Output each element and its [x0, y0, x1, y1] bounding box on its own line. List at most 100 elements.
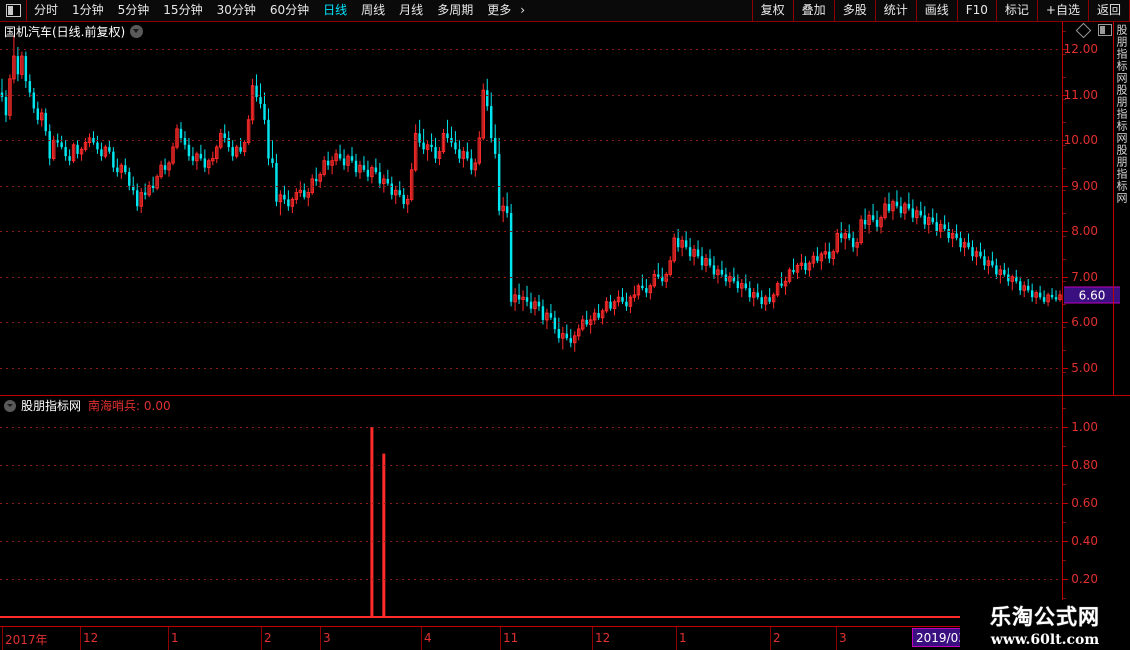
- axis-tick: [1063, 140, 1068, 142]
- candlestick-series: [0, 35, 1062, 352]
- indicator-gridline: [0, 465, 1062, 466]
- gridline: [0, 185, 1062, 187]
- indicator-formula-label: 南海哨兵: 0.00: [88, 399, 171, 413]
- window-restore-icon[interactable]: [6, 4, 21, 17]
- axis-minor-tick: [1063, 372, 1066, 374]
- indicator-series: [0, 427, 1062, 618]
- period-button-9[interactable]: 多周期: [437, 3, 474, 17]
- diamond-icon[interactable]: [1075, 22, 1092, 38]
- indicator-axis-tick: [1063, 579, 1068, 580]
- action-button-6[interactable]: 标记: [995, 0, 1037, 21]
- action-button-0[interactable]: 复权: [751, 0, 793, 21]
- axis-minor-tick: [1063, 167, 1066, 169]
- date-separator: [676, 627, 677, 650]
- price-chart-pane: 国机汽车(日线.前复权) 12.00 11.00 10.00 9.00 8.00 7.00…: [0, 22, 1130, 396]
- axis-minor-tick: [1063, 258, 1066, 260]
- indicator-plot-area[interactable]: [0, 396, 1062, 625]
- action-button-5[interactable]: F10: [956, 0, 996, 21]
- date-separator: [168, 627, 169, 650]
- indicator-axis-label: 0.40: [1071, 534, 1098, 548]
- price-axis-label: 9.00: [1071, 178, 1098, 193]
- date-separator: [320, 627, 321, 650]
- date-axis-label: 2: [773, 631, 781, 645]
- axis-tick: [1063, 322, 1068, 324]
- chevron-down-circle-icon[interactable]: [130, 24, 144, 38]
- date-separator: [80, 627, 81, 650]
- period-button-6[interactable]: 日线: [323, 3, 348, 17]
- axis-minor-tick: [1063, 349, 1066, 351]
- date-separator: [261, 627, 262, 650]
- watermark-title: 乐淘公式网: [990, 605, 1100, 629]
- period-button-4[interactable]: 30分钟: [216, 3, 256, 17]
- price-axis-label: 5.00: [1071, 360, 1098, 375]
- period-button-0[interactable]: 分时: [34, 3, 59, 17]
- period-button-7[interactable]: 周线: [361, 3, 386, 17]
- action-button-7[interactable]: +自选: [1036, 0, 1088, 21]
- indicator-axis-label: 0.80: [1071, 458, 1098, 472]
- indicator-axis-minor-tick: [1063, 446, 1066, 447]
- action-button-2[interactable]: 多股: [833, 0, 875, 21]
- indicator-axis-minor-tick: [1063, 484, 1066, 485]
- indicator-gridline: [0, 541, 1062, 542]
- period-button-5[interactable]: 60分钟: [269, 3, 310, 17]
- price-axis-label: 12.00: [1063, 42, 1098, 57]
- date-separator: [2, 627, 3, 650]
- date-separator: [500, 627, 501, 650]
- action-button-3[interactable]: 统计: [874, 0, 916, 21]
- indicator-axis-tick: [1063, 541, 1068, 542]
- axis-minor-tick: [1063, 76, 1066, 78]
- axis-minor-tick: [1063, 122, 1066, 124]
- price-axis-label: 6.00: [1071, 315, 1098, 330]
- indicator-axis-label: 0.60: [1071, 496, 1098, 510]
- price-plot-area[interactable]: [0, 22, 1062, 395]
- period-button-3[interactable]: 15分钟: [163, 3, 203, 17]
- axis-minor-tick: [1063, 326, 1066, 328]
- indicator-axis-minor-tick: [1063, 598, 1066, 599]
- gridline: [0, 140, 1062, 142]
- price-pane-header: 国机汽车(日线.前复权): [0, 22, 144, 40]
- axis-minor-tick: [1063, 31, 1066, 33]
- axis-minor-tick: [1063, 144, 1066, 146]
- axis-tick: [1063, 49, 1068, 51]
- indicator-pane: 股朋指标网 南海哨兵: 0.00 1.00 0.80 0.60 0.40 0.20: [0, 395, 1130, 626]
- price-axis-label: 7.00: [1071, 269, 1098, 284]
- indicator-gridline: [0, 503, 1062, 504]
- date-axis-label: 11: [503, 631, 519, 645]
- axis-minor-tick: [1063, 281, 1066, 283]
- date-axis[interactable]: 2017年 12 1 2 3 4 11 12 1 2 3 2019/03/28/: [0, 626, 1130, 650]
- axis-minor-tick: [1063, 235, 1066, 237]
- action-button-4[interactable]: 画线: [915, 0, 957, 21]
- gridline: [0, 276, 1062, 278]
- indicator-axis-minor-tick: [1063, 560, 1066, 561]
- date-separator: [770, 627, 771, 650]
- axis-tick: [1063, 276, 1068, 278]
- watermark-url: www.60lt.com: [990, 632, 1100, 648]
- chevron-down-circle-icon[interactable]: [4, 399, 16, 412]
- indicator-axis-tick: [1063, 465, 1068, 466]
- period-button-1[interactable]: 1分钟: [72, 3, 104, 17]
- more-arrow-icon[interactable]: ›: [520, 3, 526, 17]
- indicator-axis[interactable]: 1.00 0.80 0.60 0.40 0.20: [1062, 396, 1130, 625]
- date-separator: [421, 627, 422, 650]
- axis-tick: [1063, 185, 1068, 187]
- date-separator: [836, 627, 837, 650]
- indicator-axis-tick: [1063, 427, 1068, 428]
- price-axis-label: 10.00: [1063, 133, 1098, 148]
- panel-layout-icon[interactable]: [1098, 24, 1112, 36]
- axis-minor-tick: [1063, 213, 1066, 215]
- date-axis-label: 4: [424, 631, 432, 645]
- top-toolbar: 分时 1分钟 5分钟 15分钟 30分钟 60分钟 日线 周线 月线 多周期 更多 › 复权 叠加 多股统…: [0, 0, 1130, 22]
- action-button-1[interactable]: 叠加: [792, 0, 834, 21]
- axis-tick: [1063, 367, 1068, 369]
- period-button-2[interactable]: 5分钟: [117, 3, 150, 17]
- period-button-8[interactable]: 月线: [399, 3, 424, 17]
- period-button-10[interactable]: 更多: [487, 3, 512, 17]
- indicator-site-label: 股朋指标网: [21, 399, 82, 413]
- date-axis-label: 2017年: [5, 633, 48, 647]
- indicator-gridline: [0, 579, 1062, 580]
- vertical-watermark-text: 股朋指标网股朋指标网股朋指标网: [1113, 22, 1130, 395]
- period-toolbar-group: 分时 1分钟 5分钟 15分钟 30分钟 60分钟 日线 周线 月线 多周期 更多 ›: [0, 0, 531, 21]
- date-axis-label: 12: [595, 631, 611, 645]
- price-axis[interactable]: 12.00 11.00 10.00 9.00 8.00 7.00 6.00 5.00 6.60…: [1062, 22, 1130, 396]
- action-button-8[interactable]: 返回: [1087, 0, 1130, 21]
